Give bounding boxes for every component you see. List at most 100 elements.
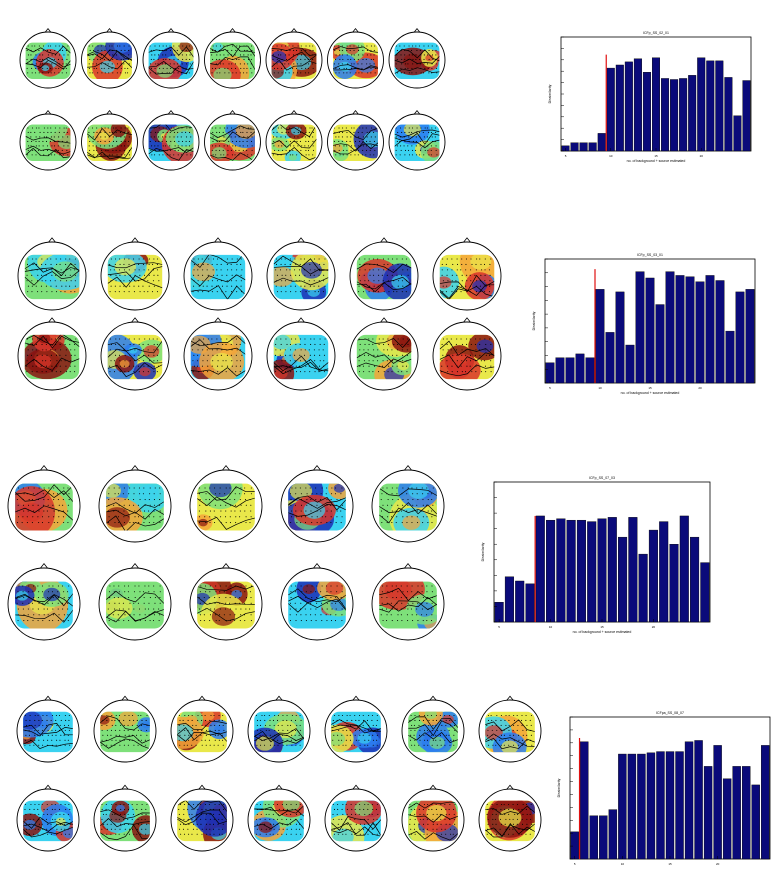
x-tick-label: 15: [600, 625, 604, 629]
nose-marker: [274, 784, 284, 791]
bar: [665, 271, 675, 384]
x-tick-label: 10: [549, 625, 553, 629]
chart-title: ICFp_SS_07_03: [589, 476, 615, 480]
panel-2: 5 10 15 20 ICFp_SS_03_01 no. of background + …: [17, 237, 756, 395]
nose-marker: [130, 317, 140, 324]
bar: [615, 64, 624, 152]
bar: [504, 576, 514, 623]
topo-map: [170, 784, 234, 852]
nose-marker: [379, 237, 389, 244]
bar: [635, 271, 645, 384]
bar: [645, 277, 655, 384]
y-axis-label: Dissimilarity: [532, 311, 536, 330]
topo-map: [93, 784, 157, 852]
bar: [642, 72, 651, 152]
topo-map: [327, 27, 384, 89]
bar: [665, 751, 675, 860]
bar: [669, 544, 679, 623]
x-tick-label: 5: [498, 625, 500, 629]
topo-map: [478, 784, 542, 852]
topo-map: [19, 109, 77, 171]
bar: [715, 280, 725, 384]
bar: [618, 753, 627, 860]
nose-marker: [428, 784, 438, 791]
bar: [535, 515, 545, 623]
bar: [735, 291, 745, 384]
bar: [661, 78, 670, 152]
bar: [580, 741, 589, 860]
bar: [655, 304, 665, 384]
topo-map: [7, 563, 81, 641]
nose-marker: [351, 695, 361, 702]
x-tick-label: 10: [609, 154, 613, 158]
x-axis-label: no. of background + source estimated: [627, 159, 686, 163]
nose-marker: [290, 27, 298, 34]
bar: [515, 580, 525, 623]
nose-marker: [413, 109, 421, 116]
bar: [595, 289, 605, 384]
nose-marker: [197, 784, 207, 791]
nose-marker: [130, 465, 140, 472]
bar: [615, 291, 625, 384]
histogram-3: 5 10 15 20 ICFp_SS_07_03 no. of background + …: [481, 476, 711, 634]
nose-marker: [130, 237, 140, 244]
bar: [724, 77, 733, 152]
bar: [690, 536, 700, 623]
bar: [605, 332, 615, 384]
nose-marker: [213, 237, 223, 244]
nose-marker: [312, 563, 322, 570]
bar: [700, 562, 710, 623]
topo-map: [388, 109, 446, 171]
topo-map: [16, 784, 80, 852]
bar: [628, 517, 638, 623]
topo-map: [432, 237, 502, 311]
nose-marker: [167, 109, 175, 116]
topo-map: [204, 109, 261, 171]
bar: [659, 521, 669, 623]
nose-marker: [274, 695, 284, 702]
bar: [713, 745, 722, 860]
bar: [546, 519, 556, 623]
x-tick-label: 15: [648, 386, 652, 390]
nose-marker: [105, 109, 114, 116]
x-tick-label: 20: [700, 154, 704, 158]
topo-map: [7, 465, 81, 543]
bar: [733, 115, 742, 152]
topo-map: [247, 695, 311, 763]
bar: [587, 521, 597, 623]
bar: [599, 815, 608, 860]
bar: [695, 281, 705, 384]
nose-marker: [221, 465, 231, 472]
bar: [648, 529, 658, 623]
nose-marker: [39, 465, 49, 472]
nose-marker: [462, 317, 472, 324]
panel-1: 5 10 15 20 ICFp_SS_02_01 no. of background + …: [19, 27, 752, 171]
bar: [570, 142, 579, 152]
topo-map: [98, 465, 172, 543]
topo-map: [81, 109, 138, 171]
bar: [585, 357, 595, 384]
topo-map: [17, 237, 87, 311]
nose-marker: [505, 784, 515, 791]
topo-map: [401, 784, 465, 852]
nose-marker: [296, 237, 306, 244]
bar: [638, 553, 648, 623]
bar: [679, 78, 688, 152]
topo-map: [16, 695, 80, 763]
bar: [556, 518, 566, 623]
topo-map: [98, 563, 172, 641]
topo-map: [142, 109, 200, 171]
bar: [608, 809, 618, 860]
topo-map: [17, 317, 87, 391]
chart-title: ICFp_SS_02_01: [643, 31, 669, 35]
bar: [725, 330, 735, 384]
bar: [545, 362, 555, 384]
bar: [679, 515, 689, 623]
nose-marker: [351, 784, 361, 791]
topo-map: [401, 695, 465, 763]
bar: [670, 79, 679, 152]
x-tick-label: 15: [654, 154, 658, 158]
nose-marker: [120, 784, 130, 791]
